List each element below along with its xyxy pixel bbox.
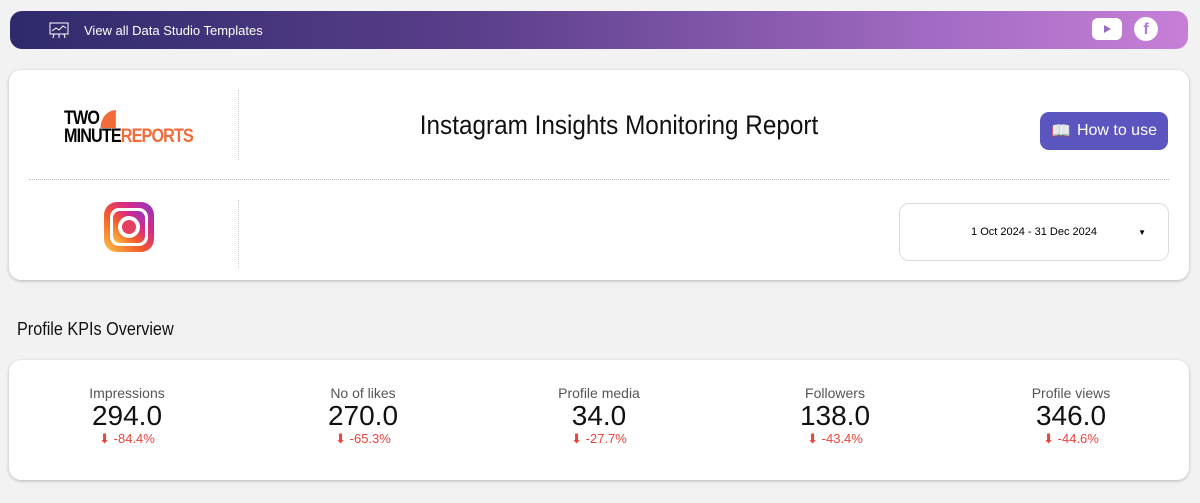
kpi-impressions: Impressions 294.0 ⬇ -84.4% (89, 385, 165, 446)
kpi-profile-media: Profile media 34.0 ⬇ -27.7% (558, 385, 640, 446)
two-minute-reports-logo: TWO MINUTEREPORTS (64, 108, 194, 147)
arrow-down-icon: ⬇ (99, 431, 111, 446)
kpi-scorecards: Impressions 294.0 ⬇ -84.4% No of likes 270.… (9, 360, 1189, 480)
divider (238, 90, 239, 160)
page-title: Instagram Insights Monitoring Report (419, 110, 819, 140)
how-to-use-button[interactable]: 📖 How to use (1040, 112, 1168, 150)
book-icon: 📖 (1051, 123, 1071, 140)
date-range-picker[interactable]: 1 Oct 2024 - 31 Dec 2024 ▼ (899, 203, 1169, 261)
caret-down-icon: ▼ (1138, 227, 1146, 237)
instagram-icon (104, 202, 154, 252)
divider (238, 200, 239, 268)
arrow-down-icon: ⬇ (1043, 431, 1055, 446)
youtube-icon[interactable] (1092, 18, 1122, 40)
templates-banner[interactable]: View all Data Studio Templates f (10, 11, 1188, 49)
facebook-icon[interactable]: f (1134, 17, 1158, 41)
templates-link[interactable]: View all Data Studio Templates (84, 22, 263, 38)
arrow-down-icon: ⬇ (335, 431, 347, 446)
kpi-likes: No of likes 270.0 ⬇ -65.3% (327, 385, 399, 446)
arrow-down-icon: ⬇ (571, 431, 583, 446)
report-header: TWO MINUTEREPORTS Instagram Insights Mon… (9, 70, 1189, 280)
presentation-chart-icon (49, 22, 69, 39)
kpi-profile-views: Profile views 346.0 ⬇ -44.6% (1031, 385, 1111, 446)
section-title: Profile KPIs Overview (17, 319, 174, 339)
divider (29, 179, 1169, 180)
kpi-followers: Followers 138.0 ⬇ -43.4% (799, 385, 871, 446)
arrow-down-icon: ⬇ (807, 431, 819, 446)
